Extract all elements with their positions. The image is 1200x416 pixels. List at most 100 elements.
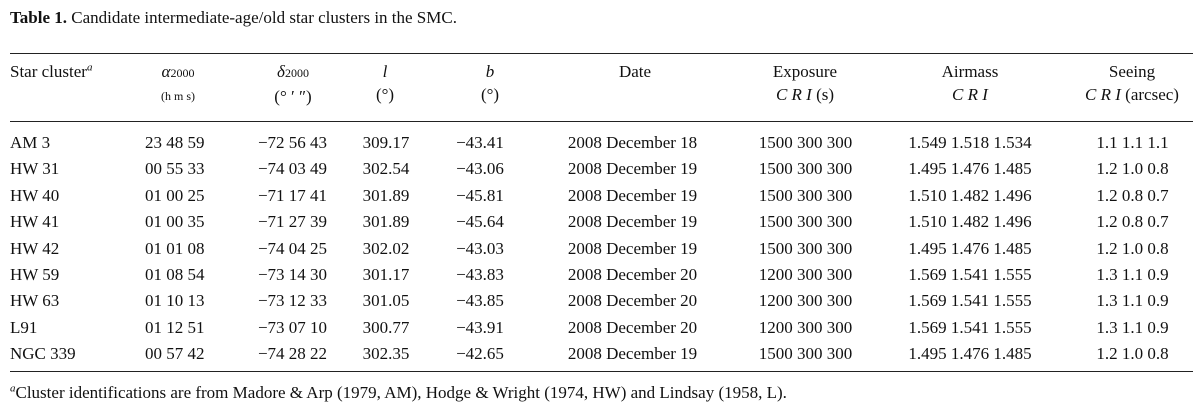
cell-dec: −74 28 22 <box>257 344 328 364</box>
cell-b: −43.83 <box>456 265 504 284</box>
cell-seeing: 1.2 1.0 0.8 <box>1096 159 1169 179</box>
cell-airmass: 1.510 1.482 1.496 <box>908 212 1032 232</box>
cell-b: −43.03 <box>456 238 504 258</box>
cell-date: 2008 December 18 <box>567 133 698 152</box>
cell-name: HW 63 <box>10 291 60 311</box>
cell-dec: −73 07 10 <box>257 317 328 337</box>
cell-dec: −74 03 49 <box>257 159 328 179</box>
cell-dec: −71 27 39 <box>257 212 328 232</box>
cell-ra: 01 12 51 <box>145 317 205 337</box>
cell-seeing: 1.3 1.1 0.9 <box>1096 291 1169 311</box>
cell-name: HW 31 <box>10 159 60 179</box>
cell-seeing: 1.3 1.1 0.9 <box>1096 317 1169 337</box>
cell-airmass: 1.510 1.482 1.496 <box>908 185 1032 205</box>
header-star-cluster: Star clustera <box>10 60 92 83</box>
header-airmass-bands: C R I <box>952 85 988 104</box>
cell-b: −43.85 <box>456 291 504 311</box>
header-ra: α2000 (h m s) <box>148 60 208 108</box>
cell-name: NGC 339 <box>10 344 76 364</box>
footnote-mark: a <box>10 382 16 395</box>
table-footnote: aCluster identifications are from Madore… <box>10 382 787 404</box>
header-l-unit: (°) <box>375 85 395 104</box>
header-ra-unit: (h m s) <box>161 89 195 103</box>
cell-ra: 00 57 42 <box>145 344 205 364</box>
header-exposure-bands: C R I <box>775 85 812 104</box>
header-exposure-unit: (s) <box>816 85 835 104</box>
cell-ra: 23 48 59 <box>145 133 205 152</box>
cell-dec: −71 17 41 <box>257 185 328 205</box>
cell-exposure: 1200 300 300 <box>758 265 853 284</box>
table-row: HW 41 01 00 35 −71 27 39 301.89 −45.64 2008 D… <box>0 209 1200 235</box>
table-row: HW 42 01 01 08 −74 04 25 302.02 −43.03 2008 D… <box>0 236 1200 262</box>
cell-seeing: 1.2 0.8 0.7 <box>1096 212 1169 232</box>
cell-seeing: 1.2 1.0 0.8 <box>1096 238 1169 258</box>
table-row: AM 3 23 48 59 −72 56 43 309.17 −43.41 2008 De… <box>0 130 1200 156</box>
cell-date: 2008 December 19 <box>567 238 698 258</box>
cell-l: 301.17 <box>362 265 410 284</box>
cell-exposure: 1200 300 300 <box>758 317 853 337</box>
cell-date: 2008 December 19 <box>567 212 698 232</box>
header-seeing: Seeing C R I (arcsec) <box>1072 60 1192 106</box>
cell-l: 302.02 <box>362 238 410 258</box>
header-b-unit: (°) <box>480 85 500 104</box>
table-row: HW 59 01 08 54 −73 14 30 301.17 −43.83 2008 D… <box>0 262 1200 288</box>
caption-label: Table 1. <box>10 8 68 27</box>
cell-l: 302.35 <box>362 344 410 364</box>
header-date: Date <box>605 60 665 83</box>
cell-seeing: 1.2 0.8 0.7 <box>1096 185 1169 205</box>
header-date-label: Date <box>618 62 652 81</box>
cell-date: 2008 December 19 <box>567 159 698 179</box>
header-b-symbol: b <box>485 62 495 81</box>
cell-exposure: 1500 300 300 <box>758 159 853 179</box>
cell-dec: −73 14 30 <box>257 265 328 284</box>
header-rule <box>10 121 1193 122</box>
bottom-rule <box>10 371 1193 372</box>
cell-seeing: 1.2 1.0 0.8 <box>1096 344 1169 364</box>
cell-exposure: 1500 300 300 <box>758 185 853 205</box>
cell-dec: −74 04 25 <box>257 238 328 258</box>
header-dec: δ2000 (° ′ ″) <box>258 60 328 108</box>
cell-exposure: 1500 300 300 <box>758 344 853 364</box>
header-exposure-label: Exposure <box>772 62 838 81</box>
cell-b: −43.91 <box>456 317 504 337</box>
header-dec-epoch: 2000 <box>284 66 309 80</box>
cell-b: −43.41 <box>456 133 504 152</box>
table-row: HW 31 00 55 33 −74 03 49 302.54 −43.06 2008 D… <box>0 156 1200 182</box>
cell-date: 2008 December 20 <box>567 317 698 337</box>
cell-name: HW 41 <box>10 212 60 232</box>
header-airmass: Airmass C R I <box>920 60 1020 106</box>
table-row: L91 01 12 51 −73 07 10 300.77 −43.91 2008 Dec… <box>0 315 1200 341</box>
cell-exposure: 1200 300 300 <box>758 291 853 311</box>
cell-dec: −73 12 33 <box>257 291 328 311</box>
cell-l: 309.17 <box>362 133 410 152</box>
cell-exposure: 1500 300 300 <box>758 133 853 152</box>
footnote-text: Cluster identifications are from Madore … <box>15 383 787 402</box>
header-exposure: Exposure C R I (s) <box>755 60 855 106</box>
table-row: HW 63 01 10 13 −73 12 33 301.05 −43.85 2008 D… <box>0 288 1200 314</box>
cell-l: 302.54 <box>362 159 410 179</box>
cell-b: −42.65 <box>456 344 504 364</box>
header-cluster-label: Star cluster <box>10 62 87 81</box>
header-dec-symbol: δ <box>277 62 285 81</box>
header-airmass-label: Airmass <box>941 62 999 81</box>
cell-airmass: 1.495 1.476 1.485 <box>908 344 1032 364</box>
cell-date: 2008 December 19 <box>567 185 698 205</box>
cell-l: 301.89 <box>362 185 410 205</box>
cell-name: L91 <box>10 317 38 337</box>
header-seeing-bands: C R I <box>1085 85 1121 104</box>
cell-seeing: 1.3 1.1 0.9 <box>1096 265 1169 284</box>
cell-airmass: 1.569 1.541 1.555 <box>908 291 1032 311</box>
table-caption: Table 1. Candidate intermediate-age/old … <box>10 7 457 29</box>
top-rule <box>10 53 1193 54</box>
cell-dec: −72 56 43 <box>257 133 328 152</box>
table-row: NGC 339 00 57 42 −74 28 22 302.35 −42.65 2008… <box>0 341 1200 367</box>
cell-name: AM 3 <box>10 133 51 152</box>
cell-airmass: 1.549 1.518 1.534 <box>908 133 1032 152</box>
header-cluster-footnote-mark: a <box>86 61 93 74</box>
cell-l: 301.89 <box>362 212 410 232</box>
cell-name: HW 40 <box>10 185 60 205</box>
cell-b: −45.81 <box>456 185 504 205</box>
cell-l: 301.05 <box>362 291 410 311</box>
cell-airmass: 1.569 1.541 1.555 <box>908 265 1032 284</box>
cell-exposure: 1500 300 300 <box>758 238 853 258</box>
